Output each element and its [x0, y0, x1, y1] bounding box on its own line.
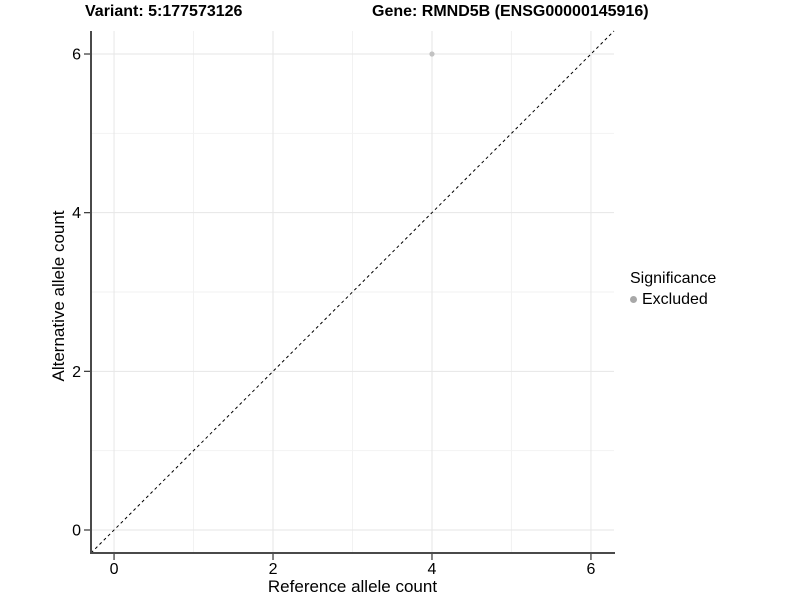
legend-title: Significance [630, 270, 717, 287]
y-tick-label: 4 [72, 205, 81, 222]
legend-items: Excluded [630, 289, 716, 310]
x-tick-label: 2 [269, 561, 278, 578]
data-point [429, 51, 435, 57]
legend-item: Excluded [630, 289, 716, 310]
x-tick-label: 4 [428, 561, 437, 578]
legend: Significance Excluded [630, 268, 716, 310]
x-tick-label: 0 [110, 561, 119, 578]
y-tick-label: 6 [72, 47, 81, 64]
legend-item-label: Excluded [642, 291, 708, 308]
y-axis-title: Alternative allele count [49, 210, 68, 381]
y-tick-label: 0 [72, 522, 81, 539]
y-tick-label: 2 [72, 364, 81, 381]
variant-title: Variant: 5:177573126 [85, 3, 243, 20]
gene-title: Gene: RMND5B (ENSG00000145916) [372, 3, 649, 20]
x-tick-label: 6 [586, 561, 595, 578]
x-axis-title: Reference allele count [268, 577, 437, 596]
legend-point-icon [630, 296, 637, 303]
